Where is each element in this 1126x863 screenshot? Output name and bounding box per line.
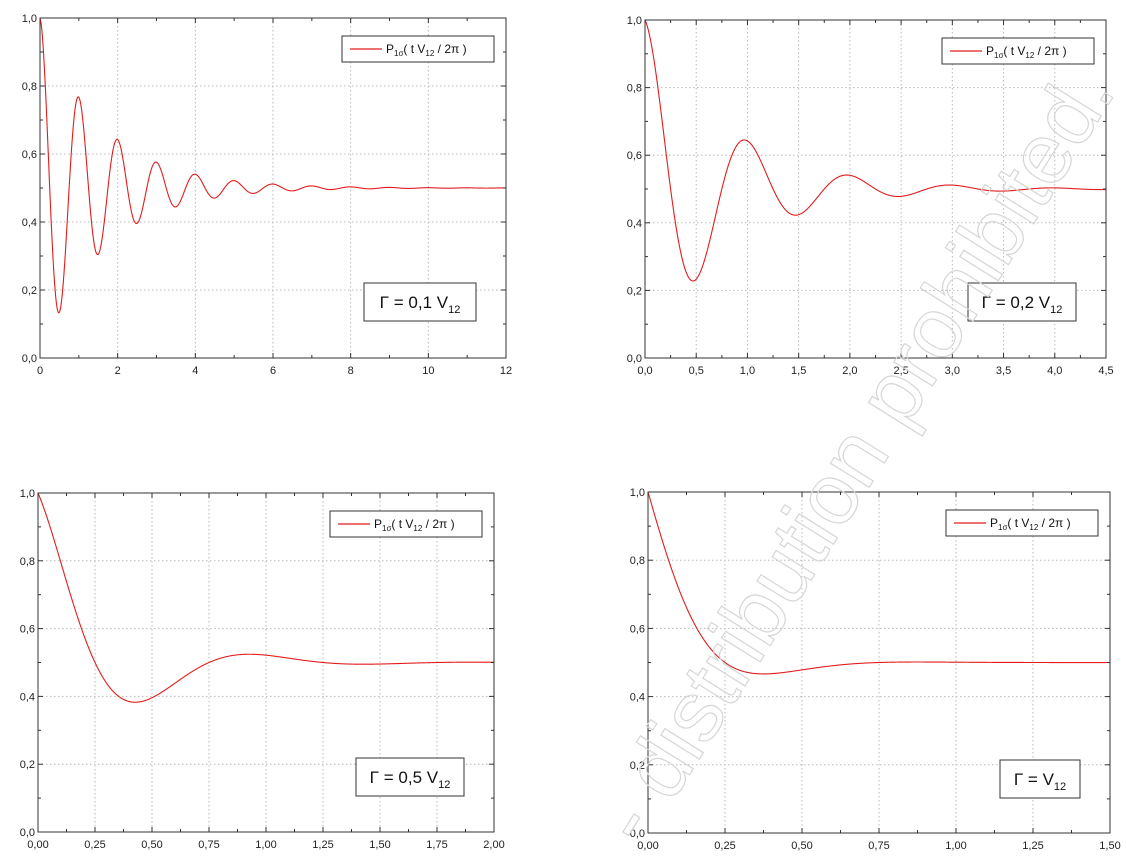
y-tick-label: 0,6 — [627, 150, 642, 162]
legend: P1σ( t V12 / 2π ) — [341, 35, 495, 63]
gamma-annotation: Γ = 0,5 V12 — [355, 757, 465, 797]
x-tick-label: 1,50 — [1099, 840, 1120, 852]
x-tick-label: 0,50 — [141, 839, 162, 851]
y-tick-label: 0,4 — [627, 218, 642, 230]
x-tick-label: 1,00 — [255, 839, 276, 851]
y-tick-label: 0,0 — [627, 353, 642, 365]
chart-panel-gamma-1: 0,00 0,25 0,50 0,75 1,00 1,25 1,50 0,0 0,2 0,4 0,6… — [630, 487, 1121, 852]
y-tick-label: 0,4 — [20, 691, 35, 703]
y-tick-label: 0,8 — [630, 555, 645, 567]
x-tick-label: 0,5 — [689, 365, 704, 377]
legend: P1σ( t V12 / 2π ) — [329, 510, 483, 538]
x-axis: 0,00 0,25 0,50 0,75 1,00 1,25 1,50 — [637, 492, 1121, 852]
x-tick-label: 3,0 — [945, 365, 960, 377]
y-tick-label: 0,0 — [22, 353, 37, 365]
series-line — [37, 492, 494, 703]
legend-label: P1σ( t V12 / 2π ) — [990, 516, 1071, 532]
y-tick-label: 0,4 — [630, 692, 645, 704]
x-tick-label: 0,75 — [198, 839, 219, 851]
annotation-label: Γ = 0,1 V12 — [380, 293, 461, 316]
y-axis: 0,0 0,2 0,4 0,6 0,8 1,0 — [22, 13, 506, 365]
x-axis: 0,0 0,5 1,0 1,5 2,0 2,5 3,0 3,5 4,0 4,5 — [637, 20, 1114, 377]
x-axis: 0 2 4 6 8 10 12 — [37, 18, 512, 377]
x-tick-label: 0,00 — [27, 839, 48, 851]
y-tick-label: 0,6 — [22, 149, 37, 161]
y-tick-label: 0,0 — [630, 828, 645, 840]
y-axis: 0,0 0,2 0,4 0,6 0,8 1,0 — [627, 15, 1106, 365]
x-tick-label: 1,0 — [740, 365, 755, 377]
x-tick-label: 8 — [348, 365, 354, 377]
legend-label: P1σ( t V12 / 2π ) — [374, 517, 455, 533]
x-tick-label: 1,00 — [945, 840, 966, 852]
y-tick-label: 0,2 — [20, 759, 35, 771]
x-tick-label: 4,5 — [1098, 365, 1113, 377]
annotation-box — [967, 282, 1077, 322]
annotation-box — [355, 757, 465, 797]
y-tick-label: 1,0 — [630, 487, 645, 499]
annotation-box — [999, 759, 1081, 799]
series-line — [644, 19, 1106, 282]
x-tick-label: 12 — [500, 365, 512, 377]
y-tick-label: 1,0 — [20, 488, 35, 500]
gamma-annotation: Γ = 0,1 V12 — [363, 282, 477, 322]
y-axis: 0,0 0,2 0,4 0,6 0,8 1,0 — [20, 488, 494, 839]
x-tick-label: 2,5 — [893, 365, 908, 377]
annotation-box — [363, 282, 477, 322]
y-tick-label: 0,2 — [627, 285, 642, 297]
annotation-label: Γ = V12 — [1014, 770, 1066, 793]
series-line — [39, 17, 506, 314]
y-tick-label: 0,2 — [22, 285, 37, 297]
annotation-label: Γ = 0,2 V12 — [982, 293, 1063, 316]
y-tick-label: 0,0 — [20, 827, 35, 839]
legend: P1σ( t V12 / 2π ) — [941, 37, 1095, 65]
x-tick-label: 2,0 — [842, 365, 857, 377]
x-tick-label: 3,5 — [996, 365, 1011, 377]
x-tick-label: 0,25 — [714, 840, 735, 852]
x-tick-label: 1,50 — [369, 839, 390, 851]
x-tick-label: 1,75 — [426, 839, 447, 851]
y-tick-label: 0,8 — [20, 556, 35, 568]
legend: P1σ( t V12 / 2π ) — [945, 509, 1099, 537]
x-tick-label: 0,75 — [868, 840, 889, 852]
x-tick-label: 1,25 — [1022, 840, 1043, 852]
y-tick-label: 0,6 — [20, 624, 35, 636]
x-tick-label: 4 — [192, 365, 198, 377]
y-tick-label: 0,8 — [22, 81, 37, 93]
legend-label: P1σ( t V12 / 2π ) — [386, 42, 467, 58]
x-tick-label: 1,5 — [791, 365, 806, 377]
y-tick-label: 1,0 — [22, 13, 37, 25]
y-axis: 0,0 0,2 0,4 0,6 0,8 1,0 — [630, 487, 1110, 840]
annotation-label: Γ = 0,5 V12 — [370, 768, 451, 791]
x-tick-label: 1,25 — [312, 839, 333, 851]
y-tick-label: 0,6 — [630, 623, 645, 635]
chart-panel-gamma-0-1: 0 2 4 6 8 10 12 0,0 0,2 0,4 0,6 0,8 1,0 P1σ( t V12 / … — [22, 13, 512, 377]
series-line — [647, 491, 1110, 675]
x-tick-label: 0,00 — [637, 840, 658, 852]
y-tick-label: 1,0 — [627, 15, 642, 27]
x-tick-label: 10 — [422, 365, 434, 377]
x-axis: 0,00 0,25 0,50 0,75 1,00 1,25 1,50 1,75 2,00 — [27, 493, 505, 851]
x-tick-label: 4,0 — [1047, 365, 1062, 377]
x-tick-label: 0,25 — [84, 839, 105, 851]
grid — [645, 20, 1106, 358]
gamma-annotation: Γ = 0,2 V12 — [967, 282, 1077, 322]
y-tick-label: 0,4 — [22, 217, 37, 229]
x-tick-label: 2,00 — [483, 839, 504, 851]
y-tick-label: 0,8 — [627, 83, 642, 95]
x-tick-label: 0 — [37, 365, 43, 377]
y-tick-label: 0,2 — [630, 760, 645, 772]
x-tick-label: 2 — [115, 365, 121, 377]
x-tick-label: 0,50 — [791, 840, 812, 852]
gamma-annotation: Γ = V12 — [999, 759, 1081, 799]
x-tick-label: 0,0 — [637, 365, 652, 377]
legend-label: P1σ( t V12 / 2π ) — [986, 44, 1067, 60]
chart-panel-gamma-0-2: 0,0 0,5 1,0 1,5 2,0 2,5 3,0 3,5 4,0 4,50,00,20,40… — [627, 15, 1114, 377]
chart-panel-gamma-0-5: 0,00 0,25 0,50 0,75 1,00 1,25 1,50 1,75 2,000,00… — [20, 488, 505, 851]
x-tick-label: 6 — [270, 365, 276, 377]
